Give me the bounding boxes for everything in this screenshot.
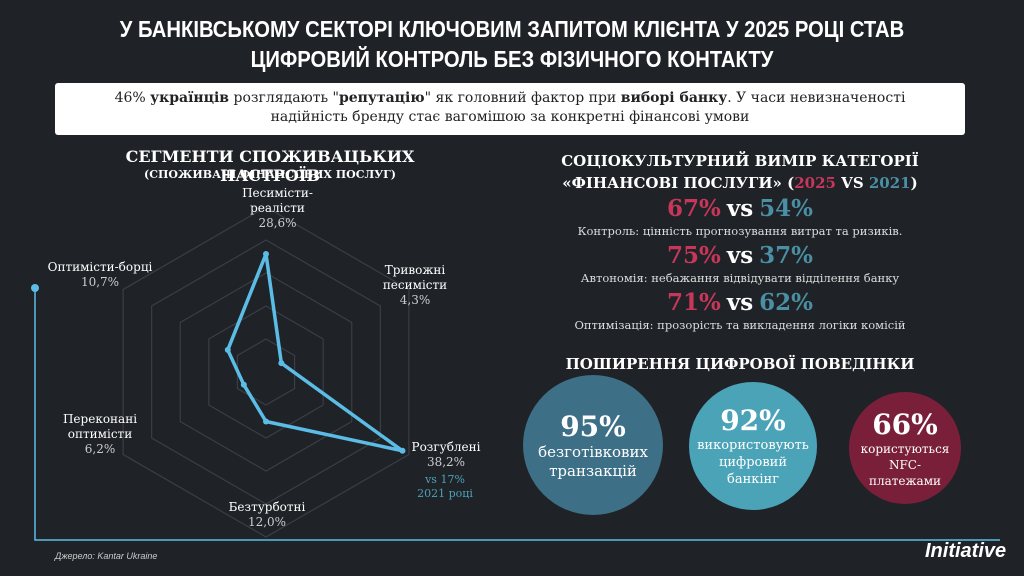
comparison-label: Автономія: небажання відвідувати відділе…	[580, 271, 900, 285]
axis-label: Переконані оптимісти 6,2%	[45, 412, 155, 457]
title: У БАНКІВСЬКОМУ СЕКТОРІ КЛЮЧОВИМ ЗАПИТОМ …	[61, 14, 962, 74]
intro-text: . У часи невизначеності надійність бренд…	[270, 90, 906, 125]
chart-title: СЕГМЕНТИ СПОЖИВАЦЬКИХ НАСТРОЇВ	[125, 147, 415, 185]
radar-point	[240, 381, 247, 388]
stat-label: користуються NFC-платежами	[860, 441, 950, 488]
comparison-label: Оптимізація: прозорість та викладення ло…	[574, 318, 906, 332]
value-label: 38,2%	[426, 455, 466, 469]
value-2021: 37%	[759, 242, 814, 269]
title-part: )	[910, 174, 918, 192]
value-label: 10,7%	[80, 275, 120, 289]
title-part: 2025	[794, 174, 836, 192]
vs: vs	[726, 195, 754, 222]
value-label: 4,3%	[399, 293, 431, 307]
axis-label: Оптимісти-борці 10,7%	[45, 260, 155, 290]
stat-value: 66%	[872, 407, 938, 441]
category-label: Розгублені	[411, 440, 481, 454]
grid-ring	[179, 272, 353, 472]
radar-point	[399, 447, 406, 454]
comparison: 67% vs 54% Контроль: цінність прогнозування…	[520, 195, 960, 238]
axis-label: Тривожні песимісти 4,3%	[360, 263, 470, 308]
comparison-numbers: 67% vs 54%	[520, 195, 960, 222]
category-label: Оптимісти-борці	[47, 260, 153, 274]
chart-subtitle: (СПОЖИВАЧІ ФІНАНСОВИХ ПОСЛУГ)	[144, 168, 396, 181]
frame-line	[34, 288, 1000, 541]
value-2021: 54%	[759, 195, 814, 222]
radar-point	[263, 251, 269, 258]
value-label: 12,0%	[247, 515, 287, 529]
stat-circle: 95% безготівкових транзакцій	[523, 375, 663, 515]
category-label: Песимісти-реалісти	[242, 186, 313, 215]
section-title: СОЦІОКУЛЬТУРНИЙ ВИМІР КАТЕГОРІЇ «ФІНАНСО…	[520, 150, 960, 194]
logo: Initiative	[925, 540, 1007, 562]
grid-ring	[236, 338, 296, 406]
stat-value: 92%	[720, 404, 786, 437]
grid-ring	[122, 206, 410, 538]
axis-label: Песимісти-реалісти 28,6%	[230, 186, 325, 231]
comparison-label: Контроль: цінність прогнозування витрат …	[577, 224, 903, 238]
value-2021: 62%	[759, 289, 814, 316]
title-line: У БАНКІВСЬКОМУ СЕКТОРІ КЛЮЧОВИМ ЗАПИТОМ …	[119, 16, 905, 42]
category-label: Переконані оптимісти	[62, 412, 138, 441]
radar-point	[224, 346, 231, 353]
intro-box: 46% українців розглядають "репутацію" як…	[55, 83, 965, 135]
vs: vs	[726, 242, 754, 269]
vs: vs	[726, 289, 754, 316]
title-part: СОЦІОКУЛЬТУРНИЙ ВИМІР КАТЕГОРІЇ «ФІНАНСО…	[561, 152, 919, 192]
value-2025: 71%	[666, 289, 721, 316]
axis-label: Безтурботні 12,0%	[212, 500, 322, 530]
stat-value: 95%	[560, 409, 626, 443]
comparison: 71% vs 62% Оптимізація: прозорість та викла…	[520, 289, 960, 332]
annotation-line: vs 17%	[425, 473, 465, 486]
category-label: Безтурботні	[228, 500, 306, 514]
intro-text: " як головний фактор при	[424, 90, 621, 106]
axis-label: Розгублені 38,2%	[391, 440, 501, 470]
stat-label: безготівкових транзакцій	[538, 442, 648, 480]
intro-text: розглядають "	[229, 90, 339, 106]
title-line: ЦИФРОВИЙ КОНТРОЛЬ БЕЗ ФІЗИЧНОГО КОНТАКТУ	[250, 46, 774, 72]
intro-text: виборі банку	[620, 90, 728, 106]
title-part: 2021	[868, 174, 911, 192]
value-label: 28,6%	[258, 216, 297, 230]
section-title: ПОШИРЕННЯ ЦИФРОВОЇ ПОВЕДІНКИ	[565, 355, 915, 373]
comparison-numbers: 71% vs 62%	[520, 289, 960, 316]
value-label: 6,2%	[84, 442, 116, 456]
radar-point	[278, 360, 285, 367]
radar-point	[263, 418, 269, 425]
grid-ring	[151, 239, 381, 505]
grid-ring	[208, 305, 324, 439]
stat-label: використовують цифровий банкінг	[697, 438, 809, 487]
source: Джерело: Kantar Ukraine	[55, 551, 158, 561]
intro-text: 46%	[114, 90, 151, 106]
value-2025: 67%	[666, 195, 721, 222]
annotation: vs 17% 2021 році	[405, 473, 485, 501]
category-label: Тривожні песимісти	[382, 263, 448, 292]
comparison: 75% vs 37% Автономія: небажання відвідувати…	[520, 242, 960, 285]
intro-text: українців	[150, 90, 230, 106]
comparison-numbers: 75% vs 37%	[520, 242, 960, 269]
stat-circle: 66% користуються NFC-платежами	[849, 392, 961, 504]
stat-circle: 92% використовують цифровий банкінг	[689, 382, 817, 510]
annotation-line: 2021 році	[417, 487, 473, 500]
intro-text: репутацію	[338, 90, 425, 106]
value-2025: 75%	[666, 242, 721, 269]
title-part: VS	[835, 174, 869, 192]
